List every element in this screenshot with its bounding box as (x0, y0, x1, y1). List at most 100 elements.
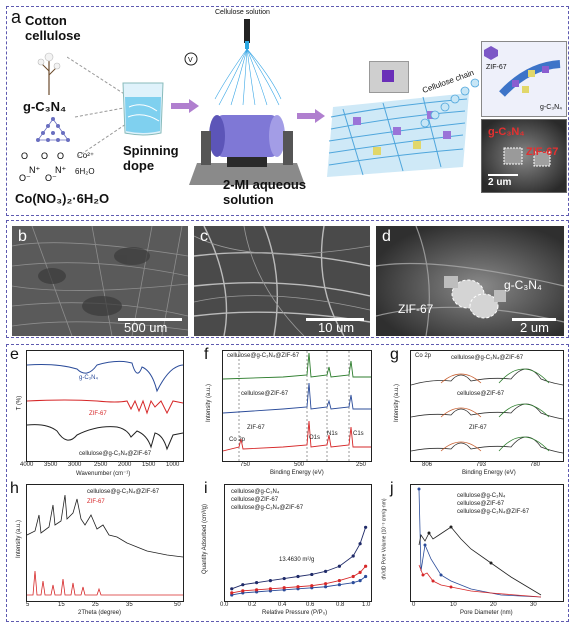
isotherm-point (230, 587, 234, 591)
panel-j-xtick-0: 0 (412, 602, 416, 608)
sem-panel-d: d ZIF-67 g-C₃N₄ 2 um (376, 226, 564, 336)
panel-j-ylabel: dV/dD Pore Volume (10⁻³ cm³/g·nm) (381, 498, 388, 580)
panel-f-xtick-1: 500 (294, 462, 305, 468)
isotherm-point (337, 579, 341, 583)
panel-f-peak-c: C1s (353, 431, 364, 437)
co2-label: Co²⁺ (77, 151, 95, 160)
panel-f-curves (223, 351, 371, 461)
process-arrow (171, 99, 199, 113)
panel-i-xtick-2: 0.4 (278, 602, 287, 608)
sem-inset-scale-label: 2 um (488, 177, 512, 188)
panel-g-legend-zif: ZIF-67 (469, 425, 487, 431)
panel-i-ylabel: Quantity Adsorbed (cm³/g) (202, 503, 209, 575)
process-arrow-2 (297, 109, 325, 123)
panel-i-xtick-3: 0.6 (306, 602, 315, 608)
panel-j-xtick-4: 20 (490, 602, 497, 608)
panel-i-xlabel: Relative Pressure (P/P₀) (262, 610, 328, 616)
panel-e-legend-gcn: g-C₃N₄ (79, 375, 98, 381)
sem-c-texture (194, 226, 370, 336)
fiber-spray-graphic (214, 49, 282, 106)
panel-h-curves (27, 494, 183, 596)
psd-composite-curve (418, 526, 542, 596)
svg-text:O: O (57, 151, 64, 161)
sem-d-texture (376, 226, 564, 336)
panel-e-ylabel: T (%) (16, 395, 23, 411)
panel-e-xtick-3: 2500 (94, 462, 108, 468)
panel-g-legend-cellzif: cellulose@ZIF-67 (457, 391, 505, 397)
isotherm-series-2 (231, 527, 367, 590)
panel-f-ylabel: Intensity (a.u.) (206, 383, 213, 423)
isotherm-point (351, 554, 355, 558)
isotherm-point (255, 581, 259, 585)
panel-h-xtick-2: 15 (58, 602, 65, 608)
panel-j-curves (417, 487, 542, 598)
panel-f-peak-o: O1s (309, 435, 321, 441)
panel-j-xtick-6: 30 (530, 602, 537, 608)
gcn-triangle-lattice-icon (36, 117, 70, 142)
panel-g-ylabel: Intensity (a.u.) (394, 383, 401, 423)
panels-bcd-frame (6, 220, 569, 338)
sem-c-scale-label: 10 um (318, 320, 355, 335)
sem-d-gcn-label: g-C₃N₄ (504, 278, 542, 292)
isotherm-point (324, 569, 328, 573)
panels-efghij-frame (6, 344, 569, 622)
isotherm-point (337, 583, 341, 587)
panel-f-legend-cellzif: cellulose@ZIF-67 (241, 391, 289, 397)
svg-text:N⁺: N⁺ (29, 165, 40, 175)
xps-composite-curve (223, 352, 371, 380)
panel-g-label: g (390, 346, 399, 363)
isotherm-point (310, 584, 314, 588)
panel-e-xtick-2: 3000 (68, 462, 82, 468)
panel-h-xlabel: 2Theta (degree) (78, 610, 122, 616)
isotherm-point (268, 579, 272, 583)
panel-j-legend-1: cellulose@ZIF-67 (457, 501, 505, 507)
sem-inset-texture (482, 120, 566, 192)
cobalt-salt-label: Co(NO₃)₂·6H₂O (15, 191, 110, 206)
panel-i-xtick-4: 0.8 (336, 602, 345, 608)
panel-h-legend-zif: ZIF-67 (87, 499, 105, 505)
panel-e-legend-composite: cellulose@g-C₃N₄@ZIF-67 (79, 451, 152, 457)
isotherm-point (282, 576, 286, 581)
sem-inset-scalebar (488, 174, 518, 176)
sem-b-texture (12, 226, 188, 336)
svg-text:O: O (41, 151, 48, 161)
panel-e-xtick-0: 4000 (20, 462, 34, 468)
panel-g-xlabel: Binding Energy (eV) (462, 470, 516, 476)
panel-h-plot: cellulose@g-C₃N₄@ZIF-67 ZIF-67 (26, 484, 184, 602)
isotherm-point (230, 591, 234, 595)
cobalt-nitrate-structure-icon: O O O N⁺ N⁺ O⁻ O⁻ (19, 151, 66, 183)
panel-f-xtick-0: 750 (240, 462, 251, 468)
panel-g-plot: Co 2p cellulose@g-C₃N₄@ZIF-67 cellulose@… (410, 350, 564, 462)
sem-d-scalebar (512, 318, 556, 321)
isotherm-point (364, 525, 368, 529)
isotherm-point (268, 587, 272, 591)
panel-e-xlabel: Wavenumber (cm⁻¹) (76, 471, 131, 477)
cellulose-solution-label: Cellulose solution (215, 9, 270, 16)
panel-e-xtick-1: 3500 (44, 462, 58, 468)
panel-h-xtick-0: 5 (26, 602, 30, 608)
zif67-crystal-icon (484, 46, 498, 60)
panel-j-legend-2: cellulose@g-C₃N₄@ZIF-67 (457, 509, 530, 515)
sem-inset: g-C₃N₄ ZIF-67 2 um (481, 119, 567, 193)
gcn-legend-label: g-C₃N₄ (540, 104, 563, 111)
fiber-composite-icon (499, 60, 561, 97)
panel-j-legend-0: cellulose@g-C₃N₄ (457, 493, 506, 499)
cotton-cellulose-label: Cotton cellulose (25, 13, 81, 43)
voltage-source-icon: V (184, 52, 198, 66)
panel-f-xlabel: Binding Energy (eV) (270, 470, 324, 476)
isotherm-point (364, 574, 368, 579)
panel-i-legend-2: cellulose@g-C₃N₄@ZIF-67 (231, 505, 304, 511)
panel-g-title: Co 2p (415, 353, 432, 359)
svg-text:O⁻: O⁻ (19, 173, 31, 183)
membrane-photo (369, 61, 409, 93)
svg-text:O: O (21, 151, 28, 161)
panel-f-peak-co: Co 2p (229, 437, 246, 443)
panel-b-label: b (18, 228, 27, 245)
panel-h-label: h (10, 480, 19, 497)
ftir-zif-curve (27, 399, 183, 415)
panel-c-label: c (200, 228, 208, 245)
panel-f-peak-n: N1s (327, 431, 338, 437)
isotherm-point (358, 570, 362, 574)
cellulose-chain-graphic (420, 78, 479, 128)
panel-i-svg (230, 525, 368, 597)
